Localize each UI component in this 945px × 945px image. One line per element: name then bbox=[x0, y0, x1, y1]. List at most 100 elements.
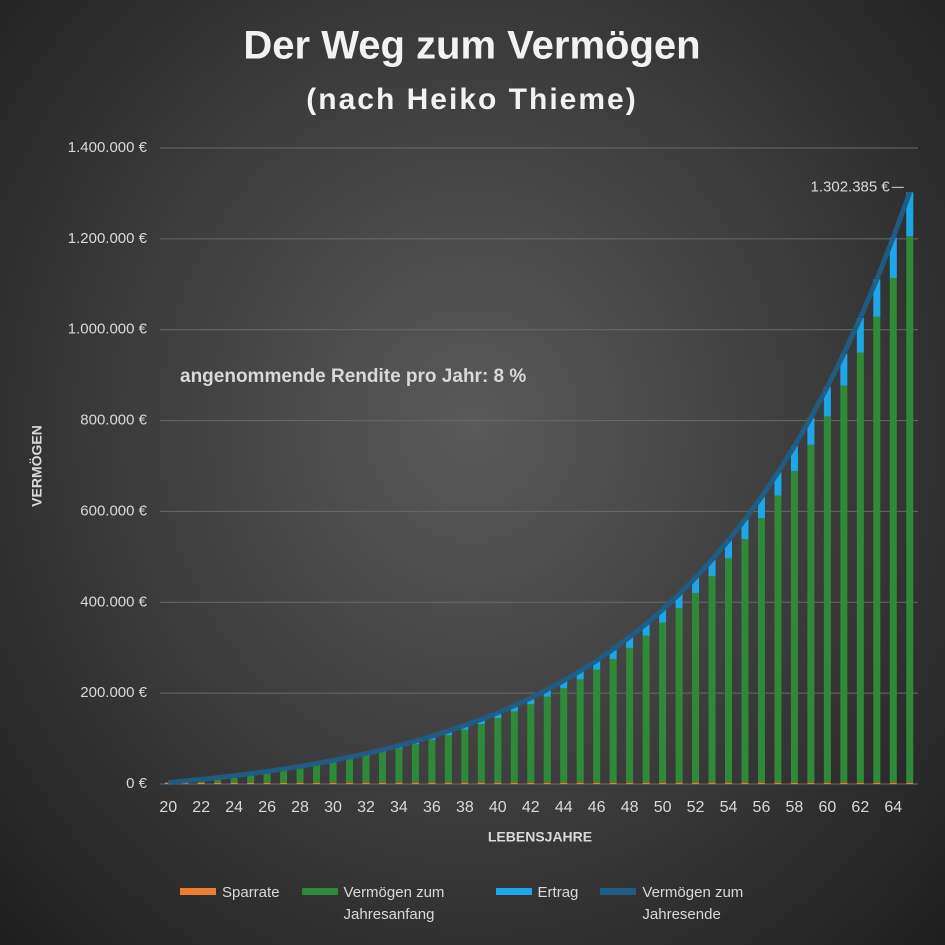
bar-segment bbox=[247, 774, 255, 783]
bar-segment bbox=[378, 782, 386, 784]
bar-segment bbox=[790, 471, 798, 783]
bar-segment bbox=[461, 782, 469, 784]
bar-segment bbox=[675, 608, 683, 783]
bar-segment bbox=[576, 782, 584, 784]
bar-segment bbox=[214, 782, 222, 784]
legend-item: Sparrate bbox=[180, 882, 280, 926]
bar-segment bbox=[840, 782, 848, 784]
bar-segment bbox=[230, 782, 238, 784]
bar-segment bbox=[395, 782, 403, 784]
bar-segment bbox=[757, 782, 765, 784]
bar-segment bbox=[906, 192, 914, 237]
bar-segment bbox=[659, 782, 667, 784]
bar-segment bbox=[247, 782, 255, 784]
bar-segment bbox=[296, 782, 304, 784]
x-tick-label: 32 bbox=[357, 799, 375, 816]
bar-segment bbox=[560, 782, 568, 784]
bar-segment bbox=[527, 704, 535, 783]
x-tick-label: 38 bbox=[456, 799, 474, 816]
x-axis-label: LEBENSJAHRE bbox=[488, 829, 592, 845]
bar-segment bbox=[280, 782, 288, 784]
x-tick-label: 48 bbox=[621, 799, 639, 816]
x-tick-label: 60 bbox=[818, 799, 836, 816]
legend-item: Vermögen zum Jahresanfang bbox=[301, 882, 474, 926]
bar-segment bbox=[280, 770, 288, 783]
bar-segment bbox=[230, 776, 238, 783]
x-tick-label: 20 bbox=[159, 799, 177, 816]
bar-segment bbox=[889, 237, 897, 278]
bar-segment bbox=[873, 316, 881, 783]
bar-segment bbox=[642, 782, 650, 784]
bar-segment bbox=[543, 696, 551, 783]
x-tick-label: 40 bbox=[489, 799, 507, 816]
bar-segment bbox=[708, 782, 716, 784]
bar-segment bbox=[346, 759, 353, 783]
bar-segment bbox=[560, 680, 568, 689]
bar-segment bbox=[642, 623, 650, 636]
bar-segment bbox=[477, 782, 485, 784]
x-tick-label: 50 bbox=[654, 799, 672, 816]
x-tick-label: 26 bbox=[258, 799, 276, 816]
bar-segment bbox=[823, 386, 831, 417]
bar-segment bbox=[609, 659, 617, 783]
x-tick-label: 24 bbox=[225, 799, 243, 816]
bar-segment bbox=[774, 495, 782, 783]
y-tick-label: 1.200.000 € bbox=[68, 230, 148, 247]
bar-segment bbox=[543, 782, 551, 784]
bar-segment bbox=[741, 782, 749, 784]
x-tick-label: 22 bbox=[192, 799, 210, 816]
data-label: 1.302.385 € bbox=[811, 178, 891, 195]
legend-label: Vermögen zum Jahresende bbox=[642, 884, 744, 923]
x-tick-label: 62 bbox=[851, 799, 869, 816]
chart-subtitle: (nach Heiko Thieme) bbox=[306, 83, 637, 116]
bar-segment bbox=[197, 782, 205, 784]
y-axis-label: VERMÖGEN bbox=[29, 425, 45, 507]
y-tick-label: 1.400.000 € bbox=[68, 139, 148, 156]
bar-segment bbox=[263, 782, 271, 784]
legend-swatch bbox=[600, 888, 637, 895]
bar-segment bbox=[873, 782, 881, 784]
bar-segment bbox=[741, 519, 749, 540]
legend-swatch bbox=[301, 888, 338, 895]
bar-segment bbox=[889, 782, 897, 784]
bar-segment bbox=[692, 592, 700, 783]
bar-segment bbox=[757, 496, 765, 519]
legend-label: Sparrate bbox=[222, 884, 280, 901]
bar-segment bbox=[576, 679, 584, 783]
line bbox=[168, 191, 913, 786]
bar-segment bbox=[823, 782, 831, 784]
bar-segment bbox=[329, 782, 337, 784]
bar-segment bbox=[659, 609, 667, 623]
x-tick-label: 28 bbox=[291, 799, 309, 816]
bar-segment bbox=[510, 711, 518, 783]
bar-segment bbox=[576, 670, 584, 680]
bar-segment bbox=[411, 782, 419, 784]
y-tick-label: 1.000.000 € bbox=[68, 321, 148, 338]
bar-segment bbox=[329, 762, 337, 783]
bar-segment bbox=[313, 765, 321, 783]
bar-segment bbox=[313, 782, 321, 784]
bar-segment bbox=[708, 576, 716, 783]
bar-segment bbox=[346, 782, 353, 784]
x-tick-label: 36 bbox=[423, 799, 441, 816]
bar-segment bbox=[461, 729, 469, 783]
x-tick-label: 44 bbox=[555, 799, 573, 816]
bar-segment bbox=[889, 277, 897, 783]
bar-segment bbox=[725, 558, 732, 783]
bar-segment bbox=[214, 778, 222, 783]
bar-segment bbox=[642, 635, 650, 783]
bar-segment bbox=[527, 697, 535, 705]
bar-segment bbox=[906, 782, 914, 784]
bar-segment bbox=[510, 705, 518, 712]
bar-segment bbox=[510, 782, 518, 784]
x-tick-label: 64 bbox=[884, 799, 902, 816]
x-tick-label: 54 bbox=[720, 799, 738, 816]
bar-segment bbox=[774, 472, 782, 496]
legend-swatch bbox=[495, 888, 532, 895]
bar-segment bbox=[593, 669, 601, 783]
y-tick-label: 800.000 € bbox=[80, 412, 147, 429]
bar-segment bbox=[593, 660, 601, 670]
legend-item: Ertrag bbox=[495, 882, 578, 926]
